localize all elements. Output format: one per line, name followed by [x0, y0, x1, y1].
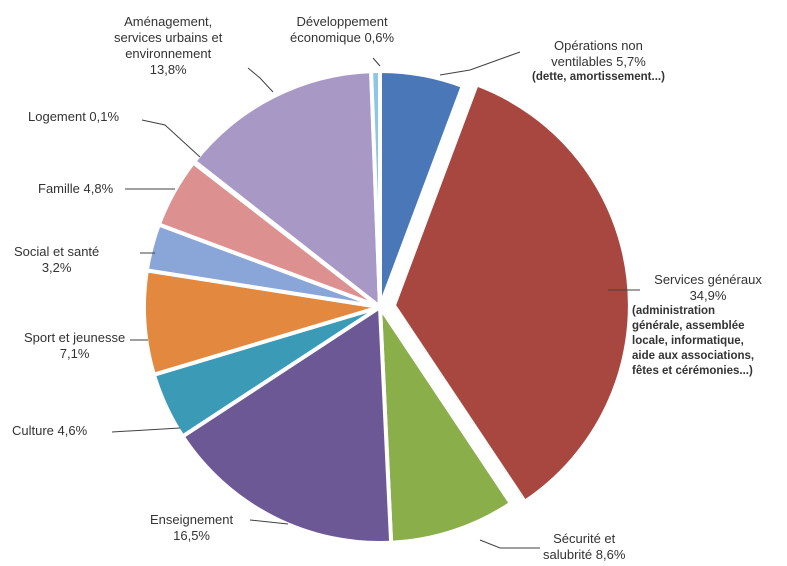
label-services-note-1: (administration — [632, 305, 716, 317]
label-services-value: 34,9% — [689, 288, 727, 303]
leader-line-operations — [439, 51, 521, 76]
label-social-line1: Social et santé — [14, 244, 100, 259]
leader-line-enseignement — [249, 519, 289, 525]
label-securite: Sécurité et salubrité 8,6% — [543, 531, 625, 563]
leader-line-culture — [111, 427, 181, 433]
label-logement-line1: Logement 0,1% — [28, 109, 120, 124]
pie-slice-amenagement-services-urbains-et-environnement — [192, 69, 382, 309]
label-culture: Culture 4,6% — [12, 423, 87, 439]
label-logement: Logement 0,1% — [28, 109, 119, 125]
label-enseignement: Enseignement 16,5% — [150, 512, 233, 544]
pie-slice-enseignement — [180, 305, 394, 545]
pie-slice-services-generaux — [391, 82, 632, 504]
label-services-note-5: fêtes et cérémonies...) — [632, 365, 753, 377]
label-social: Social et santé 3,2% — [14, 244, 99, 276]
label-securite-line2: salubrité 8,6% — [543, 547, 626, 562]
label-services-note-2: générale, assemblée — [632, 320, 745, 332]
pie-slice-developpement-economique — [369, 69, 382, 309]
label-developpement-line1: Développement — [296, 14, 388, 29]
label-amenagement: Aménagement, services urbains et environ… — [114, 14, 222, 78]
label-sport-line1: Sport et jeunesse — [24, 330, 126, 345]
leader-line-developpement — [372, 57, 381, 67]
label-amenagement-line4: 13,8% — [149, 62, 187, 77]
label-sport: Sport et jeunesse 7,1% — [24, 330, 125, 362]
leader-line-logement — [141, 119, 201, 158]
leader-line-amenagement — [247, 67, 274, 93]
leader-lines — [111, 51, 640, 549]
label-amenagement-line2: services urbains et — [114, 30, 223, 45]
pie-slice-securite-et-salubrite — [378, 305, 513, 545]
label-services-note-3: locale, informatique, — [632, 335, 744, 347]
label-famille: Famille 4,8% — [38, 181, 113, 197]
leader-line-securite — [479, 539, 540, 549]
label-amenagement-line1: Aménagement, — [124, 14, 213, 29]
label-amenagement-line3: environnement — [125, 46, 212, 61]
label-securite-line1: Sécurité et — [553, 531, 616, 546]
label-operations: Opérations non ventilables 5,7% (dette, … — [532, 38, 665, 85]
label-enseignement-line1: Enseignement — [150, 512, 234, 527]
label-developpement-line2: économique 0,6% — [290, 30, 395, 45]
label-services: Services généraux 34,9% (administration … — [632, 272, 784, 379]
label-operations-line2: ventilables 5,7% — [551, 54, 646, 69]
label-developpement: Développement économique 0,6% — [290, 14, 394, 46]
pie-slices — [142, 69, 632, 545]
label-operations-note: (dette, amortissement...) — [532, 71, 665, 83]
label-famille-line1: Famille 4,8% — [38, 181, 114, 196]
label-culture-line1: Culture 4,6% — [12, 423, 88, 438]
label-social-line2: 3,2% — [41, 260, 72, 275]
label-sport-line2: 7,1% — [59, 346, 90, 361]
label-enseignement-line2: 16,5% — [173, 528, 210, 543]
label-services-note-4: aide aux associations, — [632, 350, 755, 362]
pie-slice-sport-et-jeunesse — [142, 268, 382, 377]
label-services-name: Services généraux — [654, 272, 762, 287]
label-operations-line1: Opérations non — [554, 38, 643, 53]
